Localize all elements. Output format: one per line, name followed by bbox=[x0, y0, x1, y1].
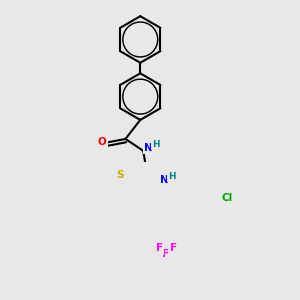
Text: N: N bbox=[160, 176, 169, 185]
Text: F: F bbox=[162, 249, 169, 259]
Text: F: F bbox=[170, 243, 177, 253]
Text: O: O bbox=[98, 137, 106, 147]
Text: H: H bbox=[168, 172, 176, 181]
Text: F: F bbox=[156, 243, 163, 253]
Text: S: S bbox=[117, 170, 124, 180]
Text: H: H bbox=[152, 140, 160, 149]
Text: Cl: Cl bbox=[222, 193, 233, 203]
Text: N: N bbox=[144, 143, 153, 153]
